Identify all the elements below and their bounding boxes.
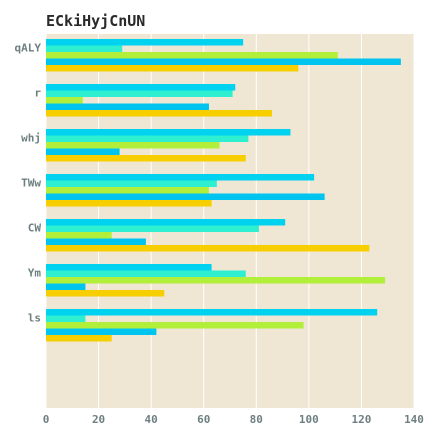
category-label-5: Ym <box>28 266 42 279</box>
category-label-1: r <box>34 86 41 99</box>
bar-r-s5 <box>46 110 273 117</box>
bar-Ym-s2 <box>46 270 246 277</box>
bars <box>46 39 401 342</box>
bar-CW-s2 <box>46 225 259 232</box>
bar-CW-s1 <box>46 219 286 226</box>
bar-Ym-s4 <box>46 283 86 290</box>
bar-ls-s2 <box>46 315 86 322</box>
x-tick-labels: 0 20 40 60 80 100 120 140 <box>43 413 424 426</box>
category-label-4: CW <box>28 221 42 234</box>
bar-TWw-s2 <box>46 180 217 187</box>
bar-qALY-s2 <box>46 45 123 52</box>
bar-TWw-s3 <box>46 187 209 194</box>
bar-ls-s3 <box>46 322 304 329</box>
category-label-2: whj <box>21 131 41 144</box>
bar-qALY-s4 <box>46 58 401 65</box>
bar-r-s2 <box>46 90 233 97</box>
x-tick-label-6: 120 <box>351 413 371 426</box>
bar-Ym-s1 <box>46 264 212 271</box>
x-tick-label-1: 20 <box>92 413 105 426</box>
bar-whj-s3 <box>46 142 220 149</box>
bar-whj-s5 <box>46 155 246 162</box>
x-tick-label-4: 80 <box>250 413 263 426</box>
category-label-0: qALY <box>15 41 42 54</box>
bar-ls-s5 <box>46 335 112 342</box>
bar-ls-s4 <box>46 328 157 335</box>
bar-qALY-s1 <box>46 39 244 46</box>
bar-Ym-s3 <box>46 277 386 284</box>
bar-CW-s3 <box>46 232 112 239</box>
bar-TWw-s1 <box>46 174 315 181</box>
bar-qALY-s5 <box>46 65 299 72</box>
category-label-6: ls <box>28 311 41 324</box>
x-tick-label-7: 140 <box>404 413 424 426</box>
bar-whj-s1 <box>46 129 291 136</box>
bar-qALY-s3 <box>46 52 338 59</box>
bar-Ym-s5 <box>46 290 165 297</box>
chart-title: ECkiHyjCnUN <box>46 12 145 30</box>
bar-r-s3 <box>46 97 83 104</box>
bar-ls-s1 <box>46 309 378 316</box>
bar-r-s4 <box>46 103 209 110</box>
bar-TWw-s4 <box>46 193 325 200</box>
category-labels: qALY r whj TWw CW Ym ls <box>15 41 42 324</box>
x-tick-label-2: 40 <box>145 413 158 426</box>
bar-whj-s2 <box>46 135 249 142</box>
bar-r-s1 <box>46 84 236 91</box>
bar-whj-s4 <box>46 148 120 155</box>
bar-CW-s4 <box>46 238 146 245</box>
x-tick-label-5: 100 <box>299 413 319 426</box>
x-tick-label-0: 0 <box>43 413 50 426</box>
x-tick-label-3: 60 <box>197 413 210 426</box>
bar-TWw-s5 <box>46 200 212 207</box>
bar-CW-s5 <box>46 245 370 252</box>
category-label-3: TWw <box>21 176 41 189</box>
